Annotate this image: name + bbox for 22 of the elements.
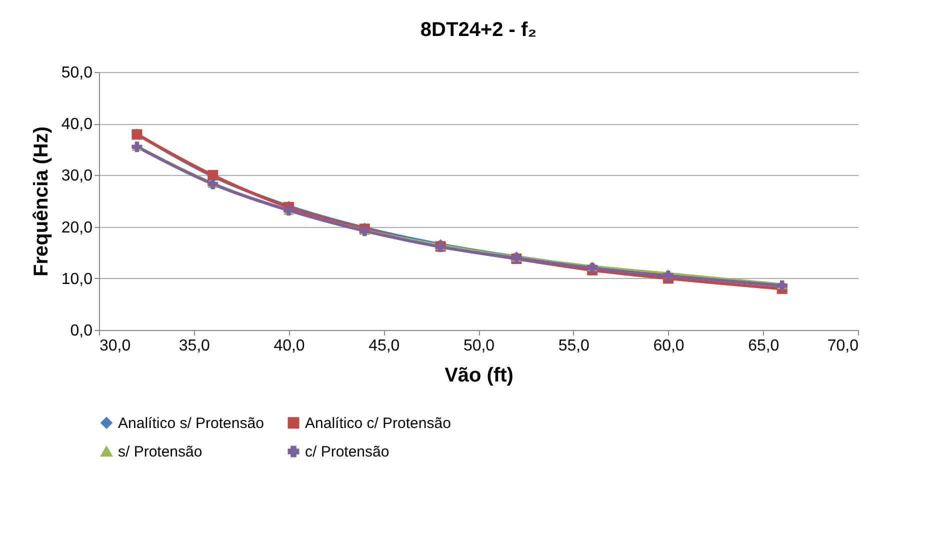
chart-title: 8DT24+2 - f₂ — [420, 19, 537, 41]
legend-label: Analítico c/ Protensão — [305, 414, 451, 432]
x-tick-label: 35,0 — [178, 338, 210, 354]
x-tick-label: 45,0 — [368, 338, 400, 354]
y-axis-title: Frequência (Hz) — [30, 126, 52, 277]
x-tick-label: 65,0 — [748, 338, 780, 354]
x-tick-label: 50,0 — [463, 338, 495, 354]
x-tick-label: 40,0 — [274, 338, 305, 354]
x-tick-label: 60,0 — [653, 338, 684, 354]
x-tick-label: 30,0 — [100, 338, 131, 354]
x-axis-title: Vão (ft) — [444, 364, 514, 386]
legend-label: c/ Protensão — [305, 444, 390, 460]
y-tick-label: 10,0 — [61, 270, 93, 288]
x-tick-label: 55,0 — [558, 338, 590, 354]
y-tick-label: 40,0 — [61, 116, 93, 134]
y-tick-label: 20,0 — [61, 219, 93, 236]
legend-label: Analítico s/ Protensão — [118, 414, 264, 432]
y-tick-label: 30,0 — [61, 168, 93, 185]
y-tick-label: 0,0 — [70, 322, 93, 340]
legend-label: s/ Protensão — [118, 444, 202, 460]
x-tick-label: 70,0 — [827, 338, 859, 354]
y-tick-label: 50,0 — [61, 64, 93, 82]
